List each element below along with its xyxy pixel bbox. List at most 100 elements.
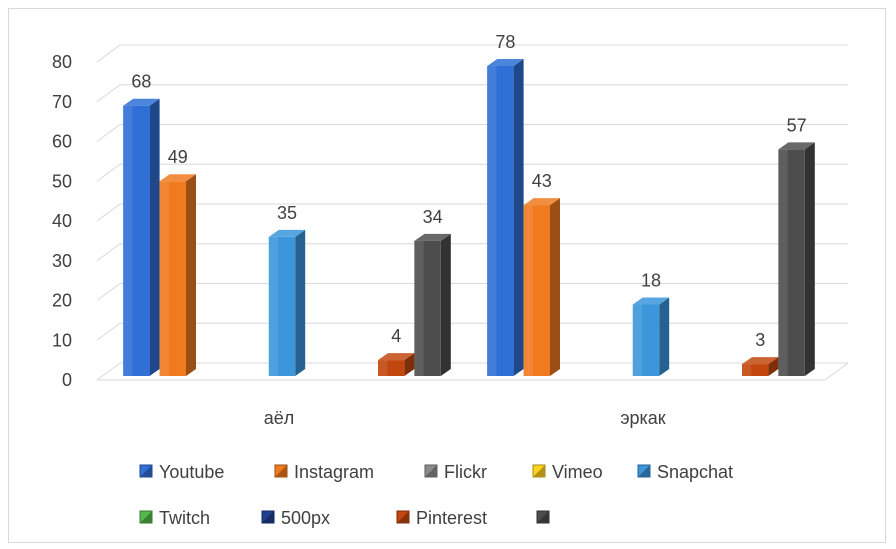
gridline-depth bbox=[96, 84, 121, 103]
bar-top bbox=[159, 174, 196, 182]
bar-highlight bbox=[778, 149, 788, 376]
bar-highlight bbox=[523, 205, 533, 376]
bar-top bbox=[414, 233, 451, 241]
bar-top bbox=[268, 229, 306, 237]
bar-highlight bbox=[414, 240, 424, 376]
gridline-depth bbox=[96, 124, 121, 142]
bar-side bbox=[295, 229, 306, 376]
bar-top bbox=[378, 353, 415, 361]
y-tick-label: 40 bbox=[52, 211, 72, 231]
bar-top bbox=[632, 297, 670, 305]
chart-frame bbox=[8, 8, 886, 543]
bar-top bbox=[123, 98, 160, 106]
legend-item bbox=[536, 510, 550, 524]
legend-label: Pinterest bbox=[416, 508, 487, 528]
data-label: 34 bbox=[423, 207, 443, 227]
gridline-depth bbox=[96, 44, 121, 63]
bar bbox=[487, 58, 524, 376]
legend-item: Twitch bbox=[139, 508, 210, 528]
legend-swatch-shade bbox=[140, 511, 152, 523]
y-tick-label: 0 bbox=[62, 370, 72, 390]
bar bbox=[778, 142, 815, 376]
bar-highlight bbox=[268, 236, 279, 376]
legend-label: Youtube bbox=[159, 462, 224, 482]
data-label: 68 bbox=[131, 72, 151, 92]
bar bbox=[268, 229, 306, 376]
legend-swatch-shade bbox=[262, 511, 274, 523]
y-tick-label: 70 bbox=[52, 92, 72, 112]
data-label: 49 bbox=[168, 147, 188, 167]
legend-label: Flickr bbox=[444, 462, 487, 482]
data-label: 3 bbox=[755, 330, 765, 350]
bar bbox=[378, 353, 415, 376]
bar bbox=[159, 174, 196, 376]
data-label: 78 bbox=[495, 32, 515, 52]
bar-highlight bbox=[159, 181, 169, 376]
bar bbox=[123, 98, 160, 376]
category-label: эркак bbox=[620, 408, 665, 428]
legend-item: Instagram bbox=[274, 462, 374, 482]
bar-side bbox=[513, 58, 524, 376]
data-label: 35 bbox=[277, 203, 297, 223]
legend-swatch-shade bbox=[533, 465, 545, 477]
legend-swatch-shade bbox=[397, 511, 409, 523]
grid-lines bbox=[96, 44, 849, 381]
bar-top bbox=[523, 198, 560, 206]
bar-highlight bbox=[487, 65, 497, 376]
legend-item: Flickr bbox=[424, 462, 487, 482]
bar-side bbox=[550, 198, 560, 376]
legend-label: Snapchat bbox=[657, 462, 733, 482]
legend-item: Pinterest bbox=[396, 508, 487, 528]
x-axis: аёл эркак bbox=[264, 408, 666, 428]
bar-side bbox=[149, 98, 160, 376]
gridline-depth bbox=[96, 322, 121, 341]
gridline-depth bbox=[96, 362, 121, 381]
bar-top bbox=[487, 58, 524, 66]
y-tick-label: 10 bbox=[52, 330, 72, 350]
legend-item: 500px bbox=[261, 508, 330, 528]
gridline-depth bbox=[96, 203, 121, 222]
bar-highlight bbox=[123, 105, 133, 376]
bar-highlight bbox=[632, 304, 643, 376]
bar-side bbox=[186, 174, 196, 376]
legend-label: 500px bbox=[281, 508, 330, 528]
data-label: 43 bbox=[532, 171, 552, 191]
legend-swatch-shade bbox=[638, 465, 650, 477]
legend-item: Youtube bbox=[139, 462, 224, 482]
legend-label: Twitch bbox=[159, 508, 210, 528]
bar-side bbox=[804, 142, 815, 376]
gridline-depth bbox=[96, 243, 121, 262]
legend-item: Vimeo bbox=[532, 462, 603, 482]
legend-swatch-shade bbox=[140, 465, 152, 477]
y-tick-label: 60 bbox=[52, 132, 72, 152]
category-label: аёл bbox=[264, 408, 295, 428]
y-axis: 0 10 20 30 40 50 60 70 80 bbox=[52, 52, 72, 390]
y-tick-label: 30 bbox=[52, 251, 72, 271]
floor-edge bbox=[824, 362, 849, 381]
data-label: 18 bbox=[641, 270, 661, 290]
bars bbox=[123, 58, 815, 376]
y-tick-label: 80 bbox=[52, 52, 72, 72]
bar-highlight bbox=[378, 360, 388, 376]
gridline-depth bbox=[96, 163, 121, 182]
y-tick-label: 20 bbox=[52, 291, 72, 311]
bar-highlight bbox=[742, 364, 752, 376]
y-tick-label: 50 bbox=[52, 171, 72, 191]
bar bbox=[523, 198, 560, 376]
legend-swatch-shade bbox=[275, 465, 287, 477]
data-label: 4 bbox=[391, 326, 401, 346]
legend: Youtube Instagram Flickr Vimeo Snapchat Twitc… bbox=[139, 462, 733, 528]
bar bbox=[742, 357, 779, 376]
bar bbox=[632, 297, 670, 376]
bar-front bbox=[742, 364, 769, 376]
bar-side bbox=[404, 353, 415, 376]
gridline-depth bbox=[96, 283, 121, 301]
bar-top bbox=[742, 357, 779, 365]
legend-item: Snapchat bbox=[637, 462, 733, 482]
bar-top bbox=[778, 142, 815, 150]
data-label: 57 bbox=[787, 115, 807, 135]
bar-side bbox=[440, 233, 451, 376]
bar-side bbox=[659, 297, 670, 376]
legend-label: Instagram bbox=[294, 462, 374, 482]
